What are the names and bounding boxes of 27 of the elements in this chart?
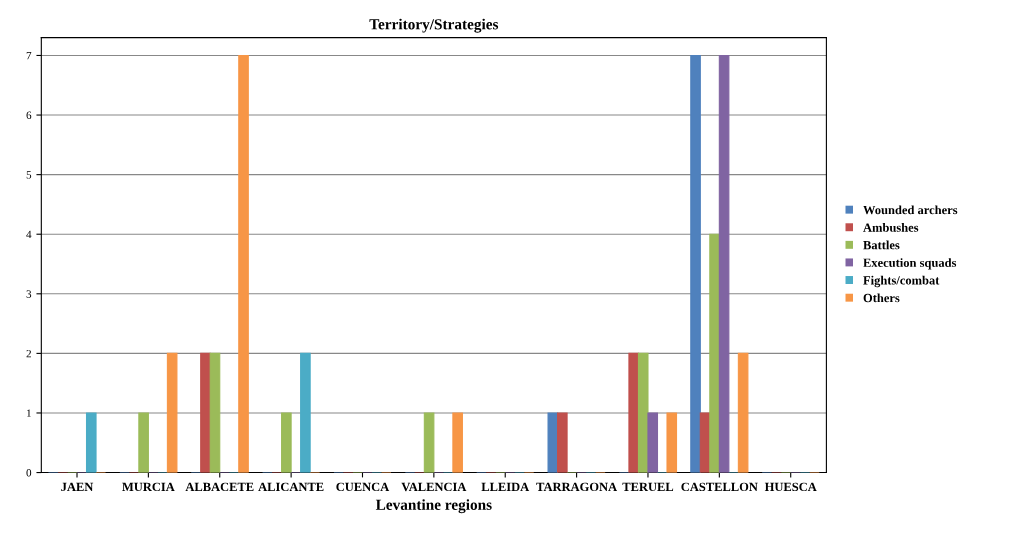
y-tick-label: 2	[26, 349, 31, 358]
legend-label: Ambushes	[863, 222, 919, 232]
y-tick-label: 6	[26, 111, 32, 120]
x-tick-label: VALENCIA	[401, 482, 467, 492]
x-axis-title: Levantine regions	[375, 499, 492, 514]
y-tick-label: 0	[26, 469, 32, 477]
legend-label: Execution squads	[863, 258, 957, 270]
legend-label: Battles	[863, 240, 900, 250]
y-tick-label: 4	[26, 230, 32, 239]
x-tick-label: LLEIDA	[481, 482, 530, 491]
y-tick-label: 5	[26, 171, 32, 179]
x-tick-label: CUENCA	[336, 482, 390, 492]
legend-label: Wounded archers	[863, 205, 958, 215]
x-tick-label: TARRAGONA	[536, 482, 618, 492]
x-tick-label: ALBACETE	[185, 482, 254, 492]
y-tick-label: 1	[27, 409, 31, 417]
x-tick-label: JAEN	[61, 482, 94, 492]
x-tick-label: HUESCA	[764, 482, 817, 492]
legend-label: Fights/combat	[863, 275, 940, 288]
x-tick-label: MURCIA	[122, 482, 175, 492]
chart-title: Territory/Strategies	[369, 18, 499, 33]
y-tick-label: 7	[26, 52, 32, 60]
legend-label: Others	[863, 293, 900, 303]
x-tick-label: CASTELLON	[681, 482, 758, 492]
x-tick-label: TERUEL	[622, 482, 674, 492]
x-tick-label: ALICANTE	[258, 482, 324, 492]
y-tick-label: 3	[26, 290, 32, 298]
